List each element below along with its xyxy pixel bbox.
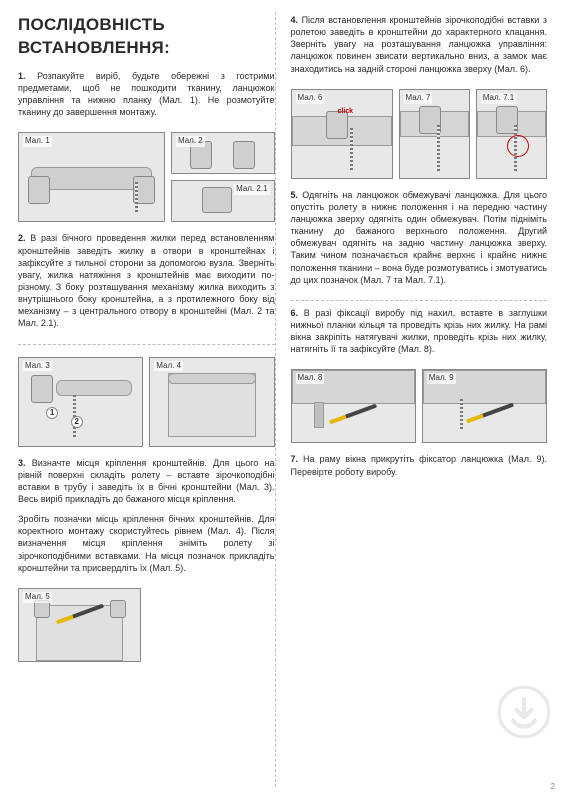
figure-2-1-label: Мал. 2.1 — [234, 184, 269, 195]
step-2: 2. В разі бічного проведення жилки перед… — [18, 232, 275, 329]
figrow-6-7: Мал. 6 click Мал. 7 Мал. 7.1 — [291, 89, 548, 179]
step-6-num: 6. — [291, 308, 299, 318]
step-5-num: 5. — [291, 190, 299, 200]
left-divider — [18, 344, 275, 345]
figure-6: Мал. 6 click — [291, 89, 393, 179]
step-4: 4. Після встановлення кронштейнів зірочк… — [291, 14, 548, 75]
figure-7-1-label: Мал. 7.1 — [481, 93, 516, 104]
figure-1-label: Мал. 1 — [23, 136, 52, 147]
figrow-8-9: Мал. 8 Мал. 9 — [291, 369, 548, 443]
figrow-1-2: Мал. 1 Мал. 2 Мал. 2.1 — [18, 132, 275, 222]
figure-2: Мал. 2 — [171, 132, 275, 174]
step-3b: Зробіть позначки місць кріплення бічних … — [18, 513, 275, 574]
figure-4: Мал. 4 — [149, 357, 274, 447]
figrow-5: Мал. 5 — [18, 588, 275, 662]
left-column: ПОСЛІДОВНІСТЬ ВСТАНОВЛЕННЯ: 1. Розпакуйт… — [18, 14, 275, 789]
step-3-num: 3. — [18, 458, 26, 468]
figrow-3-4: Мал. 3 1 2 Мал. 4 — [18, 357, 275, 447]
click-label: click — [338, 107, 354, 116]
figure-7-label: Мал. 7 — [404, 93, 433, 104]
figure-4-label: Мал. 4 — [154, 361, 183, 372]
step-4-num: 4. — [291, 15, 299, 25]
step-3a: 3. Визначте місця кріплення кронштейнів.… — [18, 457, 275, 506]
step-7-num: 7. — [291, 454, 299, 464]
figure-5-label: Мал. 5 — [23, 592, 52, 603]
figure-7: Мал. 7 — [399, 89, 470, 179]
figure-8-label: Мал. 8 — [296, 373, 325, 384]
step-7-text: На раму вікна прикрутіть фіксатор ланцюж… — [291, 454, 548, 476]
figure-9-label: Мал. 9 — [427, 373, 456, 384]
page-number: 2 — [551, 782, 555, 793]
step-4-text: Після встановлення кронштейнів зірочкопо… — [291, 15, 548, 74]
figure-2-1: Мал. 2.1 — [171, 180, 275, 222]
figure-8: Мал. 8 — [291, 369, 416, 443]
page-title: ПОСЛІДОВНІСТЬ ВСТАНОВЛЕННЯ: — [18, 14, 275, 60]
step-1-num: 1. — [18, 71, 26, 81]
step-2-text: В разі бічного проведення жилки перед вс… — [18, 233, 275, 328]
right-column: 4. Після встановлення кронштейнів зірочк… — [291, 14, 548, 789]
figure-2-label: Мал. 2 — [176, 136, 205, 147]
step-5-text: Одягніть на ланцюжок обмежувачі ланцюжка… — [291, 190, 548, 285]
step-1: 1. Розпакуйте виріб, будьте обережні з г… — [18, 70, 275, 119]
figure-3: Мал. 3 1 2 — [18, 357, 143, 447]
figure-9: Мал. 9 — [422, 369, 547, 443]
figure-3-label: Мал. 3 — [23, 361, 52, 372]
right-divider — [291, 300, 548, 301]
step-6-text: В разі фіксації виробу під нахил, вставт… — [291, 308, 548, 354]
step-3a-text: Визначте місця кріплення кронштейнів. Дл… — [18, 458, 275, 504]
figure-7-1: Мал. 7.1 — [476, 89, 547, 179]
step-7: 7. На раму вікна прикрутіть фіксатор лан… — [291, 453, 548, 477]
figure-5: Мал. 5 — [18, 588, 141, 662]
step-5: 5. Одягніть на ланцюжок обмежувачі ланцю… — [291, 189, 548, 286]
figure-6-label: Мал. 6 — [296, 93, 325, 104]
column-divider — [275, 12, 276, 787]
step-6: 6. В разі фіксації виробу під нахил, вст… — [291, 307, 548, 356]
watermark-icon — [497, 685, 551, 739]
figure-1: Мал. 1 — [18, 132, 165, 222]
step-2-num: 2. — [18, 233, 26, 243]
step-1-text: Розпакуйте виріб, будьте обережні з гост… — [18, 71, 275, 117]
